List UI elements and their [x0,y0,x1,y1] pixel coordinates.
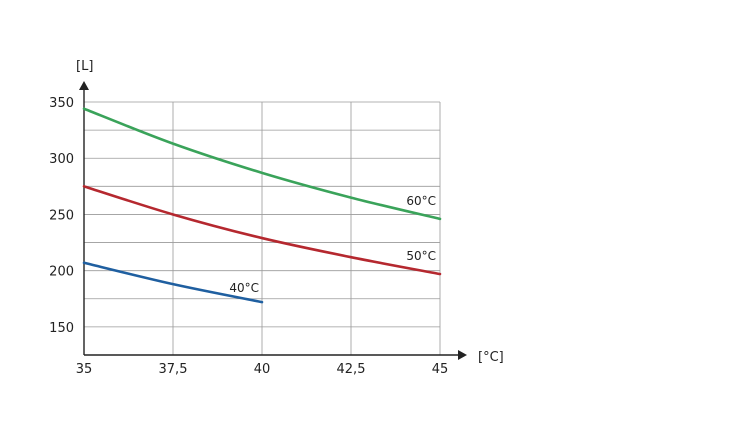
series-label: 60°C [406,194,436,208]
y-tick-label: 150 [49,321,74,336]
tick-labels: 35 37,5 40 42,5 45 150 200 250 300 350 [49,96,448,377]
series-line [82,107,442,221]
axes [79,81,467,360]
y-tick-label: 250 [49,208,74,223]
y-tick-label: 200 [49,265,74,280]
series-label: 50°C [406,249,436,263]
y-axis-arrow [79,81,89,90]
x-axis-label: [°C] [478,350,504,365]
x-tick-label: 40 [254,362,271,377]
y-tick-label: 300 [49,152,74,167]
series-label: 40°C [229,281,259,295]
x-tick-label: 42,5 [337,362,366,377]
grid [84,101,441,355]
x-axis-arrow [458,350,467,360]
series-line [82,185,442,276]
x-tick-label: 37,5 [159,362,188,377]
series-lines [82,107,442,304]
x-tick-label: 45 [432,362,449,377]
series-labels: 60°C 50°C 40°C [229,194,436,295]
y-axis-label: [L] [76,59,93,74]
series-line [82,261,264,304]
y-tick-label: 350 [49,96,74,111]
x-tick-label: 35 [76,362,93,377]
